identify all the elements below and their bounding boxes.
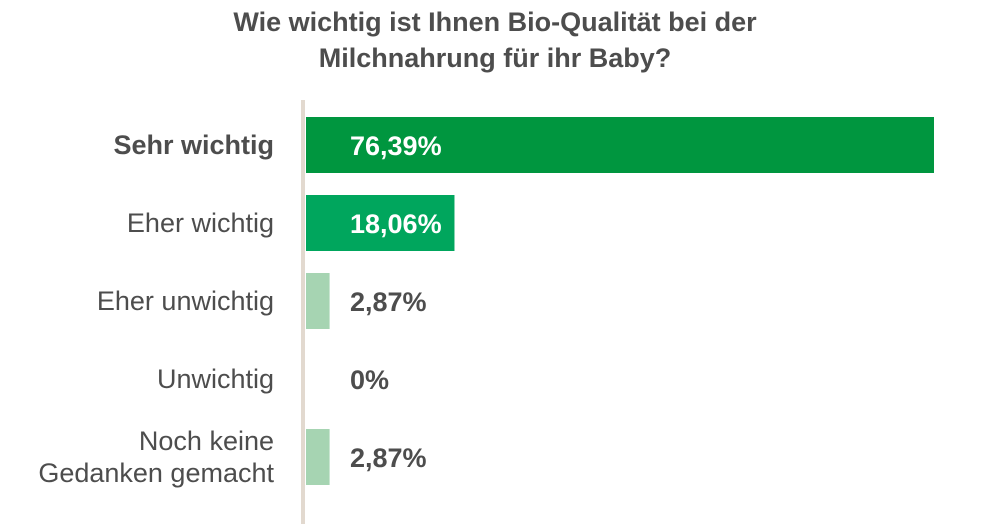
category-label-0: Sehr wichtig: [113, 130, 274, 160]
category-label-3-line-0: Unwichtig: [157, 364, 274, 394]
bar-0: [306, 117, 934, 173]
value-label-3: 0%: [350, 365, 389, 395]
value-label-1: 18,06%: [350, 209, 442, 239]
category-label-4-line-0: Noch keine: [139, 426, 274, 456]
category-label-4: Noch keine Gedanken gemacht: [38, 426, 274, 488]
value-label-4: 2,87%: [350, 443, 427, 473]
chart-title: Wie wichtig ist Ihnen Bio-Qualität bei d…: [0, 4, 990, 76]
value-label-2: 2,87%: [350, 287, 427, 317]
bar-4: [306, 429, 330, 485]
bar-2: [306, 273, 330, 329]
category-label-4-line-1: Gedanken gemacht: [38, 458, 274, 488]
category-label-3: Unwichtig: [157, 364, 274, 394]
category-label-1: Eher wichtig: [127, 208, 274, 238]
category-label-2-line-0: Eher unwichtig: [97, 286, 274, 316]
bar-1: [306, 195, 455, 251]
category-label-1-line-0: Eher wichtig: [127, 208, 274, 238]
chart-title-line-1: Wie wichtig ist Ihnen Bio-Qualität bei d…: [233, 7, 757, 37]
category-label-2: Eher unwichtig: [97, 286, 274, 316]
value-label-0: 76,39%: [350, 131, 442, 161]
category-label-0-line-0: Sehr wichtig: [113, 130, 274, 160]
chart-title-line-2: Milchnahrung für ihr Baby?: [318, 43, 672, 73]
